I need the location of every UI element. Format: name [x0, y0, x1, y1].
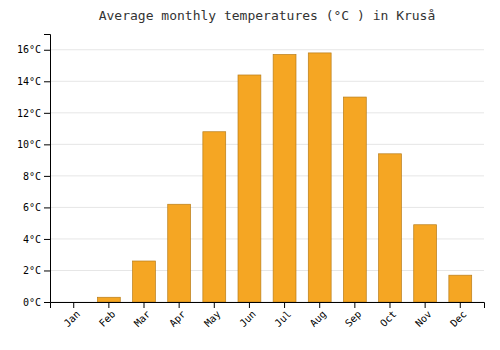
y-tick-label: 16°C — [17, 44, 41, 55]
y-tick: 8°C — [23, 171, 50, 182]
x-tick-mark — [73, 302, 74, 308]
bars — [97, 53, 471, 302]
bar — [97, 297, 120, 302]
y-tick-mark — [44, 207, 50, 208]
bar — [238, 75, 261, 302]
chart-svg: 0°C 2°C 4°C 6°C 8°C 10°C 12°C 14°C 16°C Jan Feb Mar… — [0, 0, 500, 350]
grid-line — [50, 175, 484, 176]
x-tick-mark — [284, 302, 285, 308]
x-tick-mark — [389, 302, 390, 308]
bar — [308, 53, 331, 302]
y-tick: 12°C — [17, 108, 50, 119]
x-axis-line — [51, 303, 485, 309]
x-tick: Aug — [308, 302, 329, 329]
bar — [168, 204, 191, 302]
y-tick-label: 14°C — [17, 76, 41, 87]
y-tick-mark — [44, 239, 50, 240]
x-tick-mark — [319, 302, 320, 308]
y-tick: 14°C — [17, 76, 50, 87]
grid-line — [50, 81, 484, 82]
y-tick-label: 2°C — [23, 265, 41, 276]
y-tick: 10°C — [17, 139, 50, 150]
x-tick-label: Mar — [132, 308, 153, 329]
y-tick-mark — [44, 302, 50, 303]
x-tick-mark — [214, 302, 215, 308]
x-tick: Nov — [413, 302, 434, 329]
grid-line — [50, 112, 484, 113]
x-tick-mark — [249, 302, 250, 308]
y-tick: 16°C — [17, 44, 50, 55]
bar — [414, 225, 437, 302]
x-tick-mark — [354, 302, 355, 308]
x-tick: Mar — [132, 302, 153, 329]
y-tick-mark — [44, 81, 50, 82]
y-tick: 6°C — [23, 202, 50, 213]
bar — [273, 54, 296, 302]
x-tick: Jan — [62, 302, 83, 329]
title: Average monthly temperatures (°C ) in Kr… — [99, 8, 436, 23]
y-tick-label: 10°C — [17, 139, 41, 150]
y-tick-label: 4°C — [23, 234, 41, 245]
x-tick: Jul — [273, 302, 294, 329]
y-tick-label: 6°C — [23, 202, 41, 213]
x-tick-label: Nov — [413, 308, 434, 329]
x-tick: Apr — [167, 302, 188, 329]
x-axis: Jan Feb Mar Apr May Jun Jul Aug Sep Oct Nov Dec — [51, 302, 485, 329]
x-tick: Oct — [378, 302, 399, 329]
x-tick-mark — [179, 302, 180, 308]
x-tick-label: Apr — [167, 308, 188, 329]
y-tick-label: 12°C — [17, 108, 41, 119]
x-tick-label: Sep — [343, 308, 364, 329]
y-axis-line — [44, 35, 51, 303]
x-tick-mark — [144, 302, 145, 308]
x-tick: Dec — [448, 302, 469, 329]
y-axis: 0°C 2°C 4°C 6°C 8°C 10°C 12°C 14°C 16°C — [17, 35, 51, 308]
y-tick-mark — [44, 270, 50, 271]
x-tick-label: Jan — [62, 308, 83, 329]
grid-line — [50, 49, 484, 50]
x-tick-label: Aug — [308, 308, 329, 329]
bar — [203, 132, 226, 302]
y-tick-mark — [44, 176, 50, 177]
grid — [50, 50, 484, 302]
x-tick-label: Jul — [273, 308, 294, 329]
y-tick-label: 0°C — [23, 297, 41, 308]
bar — [133, 261, 156, 302]
y-tick-mark — [44, 113, 50, 114]
bar — [379, 154, 402, 302]
x-tick-mark — [460, 302, 461, 308]
chart-container: 0°C 2°C 4°C 6°C 8°C 10°C 12°C 14°C 16°C Jan Feb Mar… — [0, 0, 500, 350]
x-tick-mark — [108, 302, 109, 308]
x-tick-label: Oct — [378, 308, 399, 329]
x-tick: May — [202, 302, 223, 329]
y-tick-label: 8°C — [23, 171, 41, 182]
grid-line — [50, 144, 484, 145]
y-tick-mark — [44, 144, 50, 145]
x-tick-label: May — [202, 308, 223, 329]
y-tick: 0°C — [23, 297, 50, 308]
x-tick-label: Feb — [97, 308, 118, 329]
x-tick-label: Dec — [448, 308, 469, 329]
x-tick: Sep — [343, 302, 364, 329]
plot-area: 0°C 2°C 4°C 6°C 8°C 10°C 12°C 14°C 16°C Jan Feb Mar… — [17, 35, 485, 329]
bar — [343, 97, 366, 302]
y-tick: 2°C — [23, 265, 50, 276]
x-tick: Feb — [97, 302, 118, 329]
bar — [449, 275, 472, 302]
x-tick-mark — [425, 302, 426, 308]
y-tick: 4°C — [23, 234, 50, 245]
y-tick-mark — [44, 50, 50, 51]
grid-line — [50, 207, 484, 208]
x-tick: Jun — [237, 302, 258, 329]
bar — [62, 302, 85, 303]
x-tick-label: Jun — [237, 308, 258, 329]
